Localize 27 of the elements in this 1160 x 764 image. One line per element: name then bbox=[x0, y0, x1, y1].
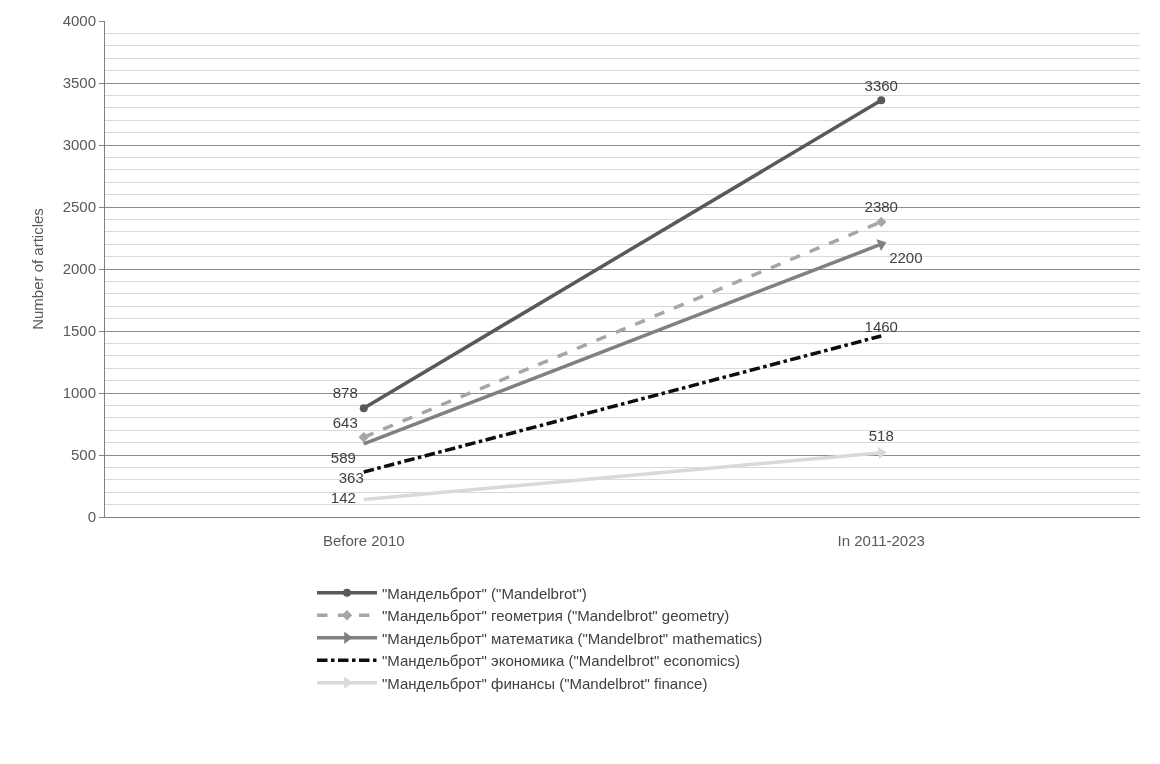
data-label: 2200 bbox=[889, 249, 923, 267]
point bbox=[877, 96, 886, 105]
y-tick-label: 500 bbox=[70, 446, 96, 464]
data-label: 1460 bbox=[864, 318, 898, 336]
y-tick-label: 3500 bbox=[62, 74, 96, 92]
y-tick-label: 4000 bbox=[62, 12, 96, 30]
point bbox=[359, 404, 368, 413]
data-label: 142 bbox=[330, 489, 356, 507]
y-tick-label: 3000 bbox=[62, 136, 96, 154]
point bbox=[358, 432, 369, 443]
x-tick-label: Before 2010 bbox=[322, 532, 405, 549]
data-label: 518 bbox=[868, 427, 894, 445]
y-axis-title: Number of articles bbox=[28, 208, 46, 330]
point bbox=[876, 216, 887, 228]
legend-label: "Мандельброт" геометрия ("Mandelbrot" geometry) bbox=[382, 607, 730, 625]
y-tick-label: 2000 bbox=[62, 260, 96, 278]
legend-label: "Мандельброт" финансы ("Mandelbrot" finance) bbox=[382, 674, 708, 692]
data-label: 643 bbox=[332, 413, 358, 431]
y-tick-label: 0 bbox=[87, 508, 96, 526]
y-tick-label: 1500 bbox=[62, 322, 96, 340]
x-tick-label: In 2011-2023 bbox=[837, 532, 925, 549]
y-tick-label: 2500 bbox=[62, 198, 96, 216]
legend-label: "Мандельброт" математика ("Mandelbrot" mathematics) bbox=[382, 629, 763, 647]
legend-label: "Мандельброт" ("Mandelbrot") bbox=[382, 584, 587, 602]
y-tick-label: 1000 bbox=[62, 384, 96, 402]
data-label: 363 bbox=[338, 469, 364, 487]
legend-label: "Мандельброт" экономика ("Mandelbrot" economics) bbox=[382, 652, 741, 670]
